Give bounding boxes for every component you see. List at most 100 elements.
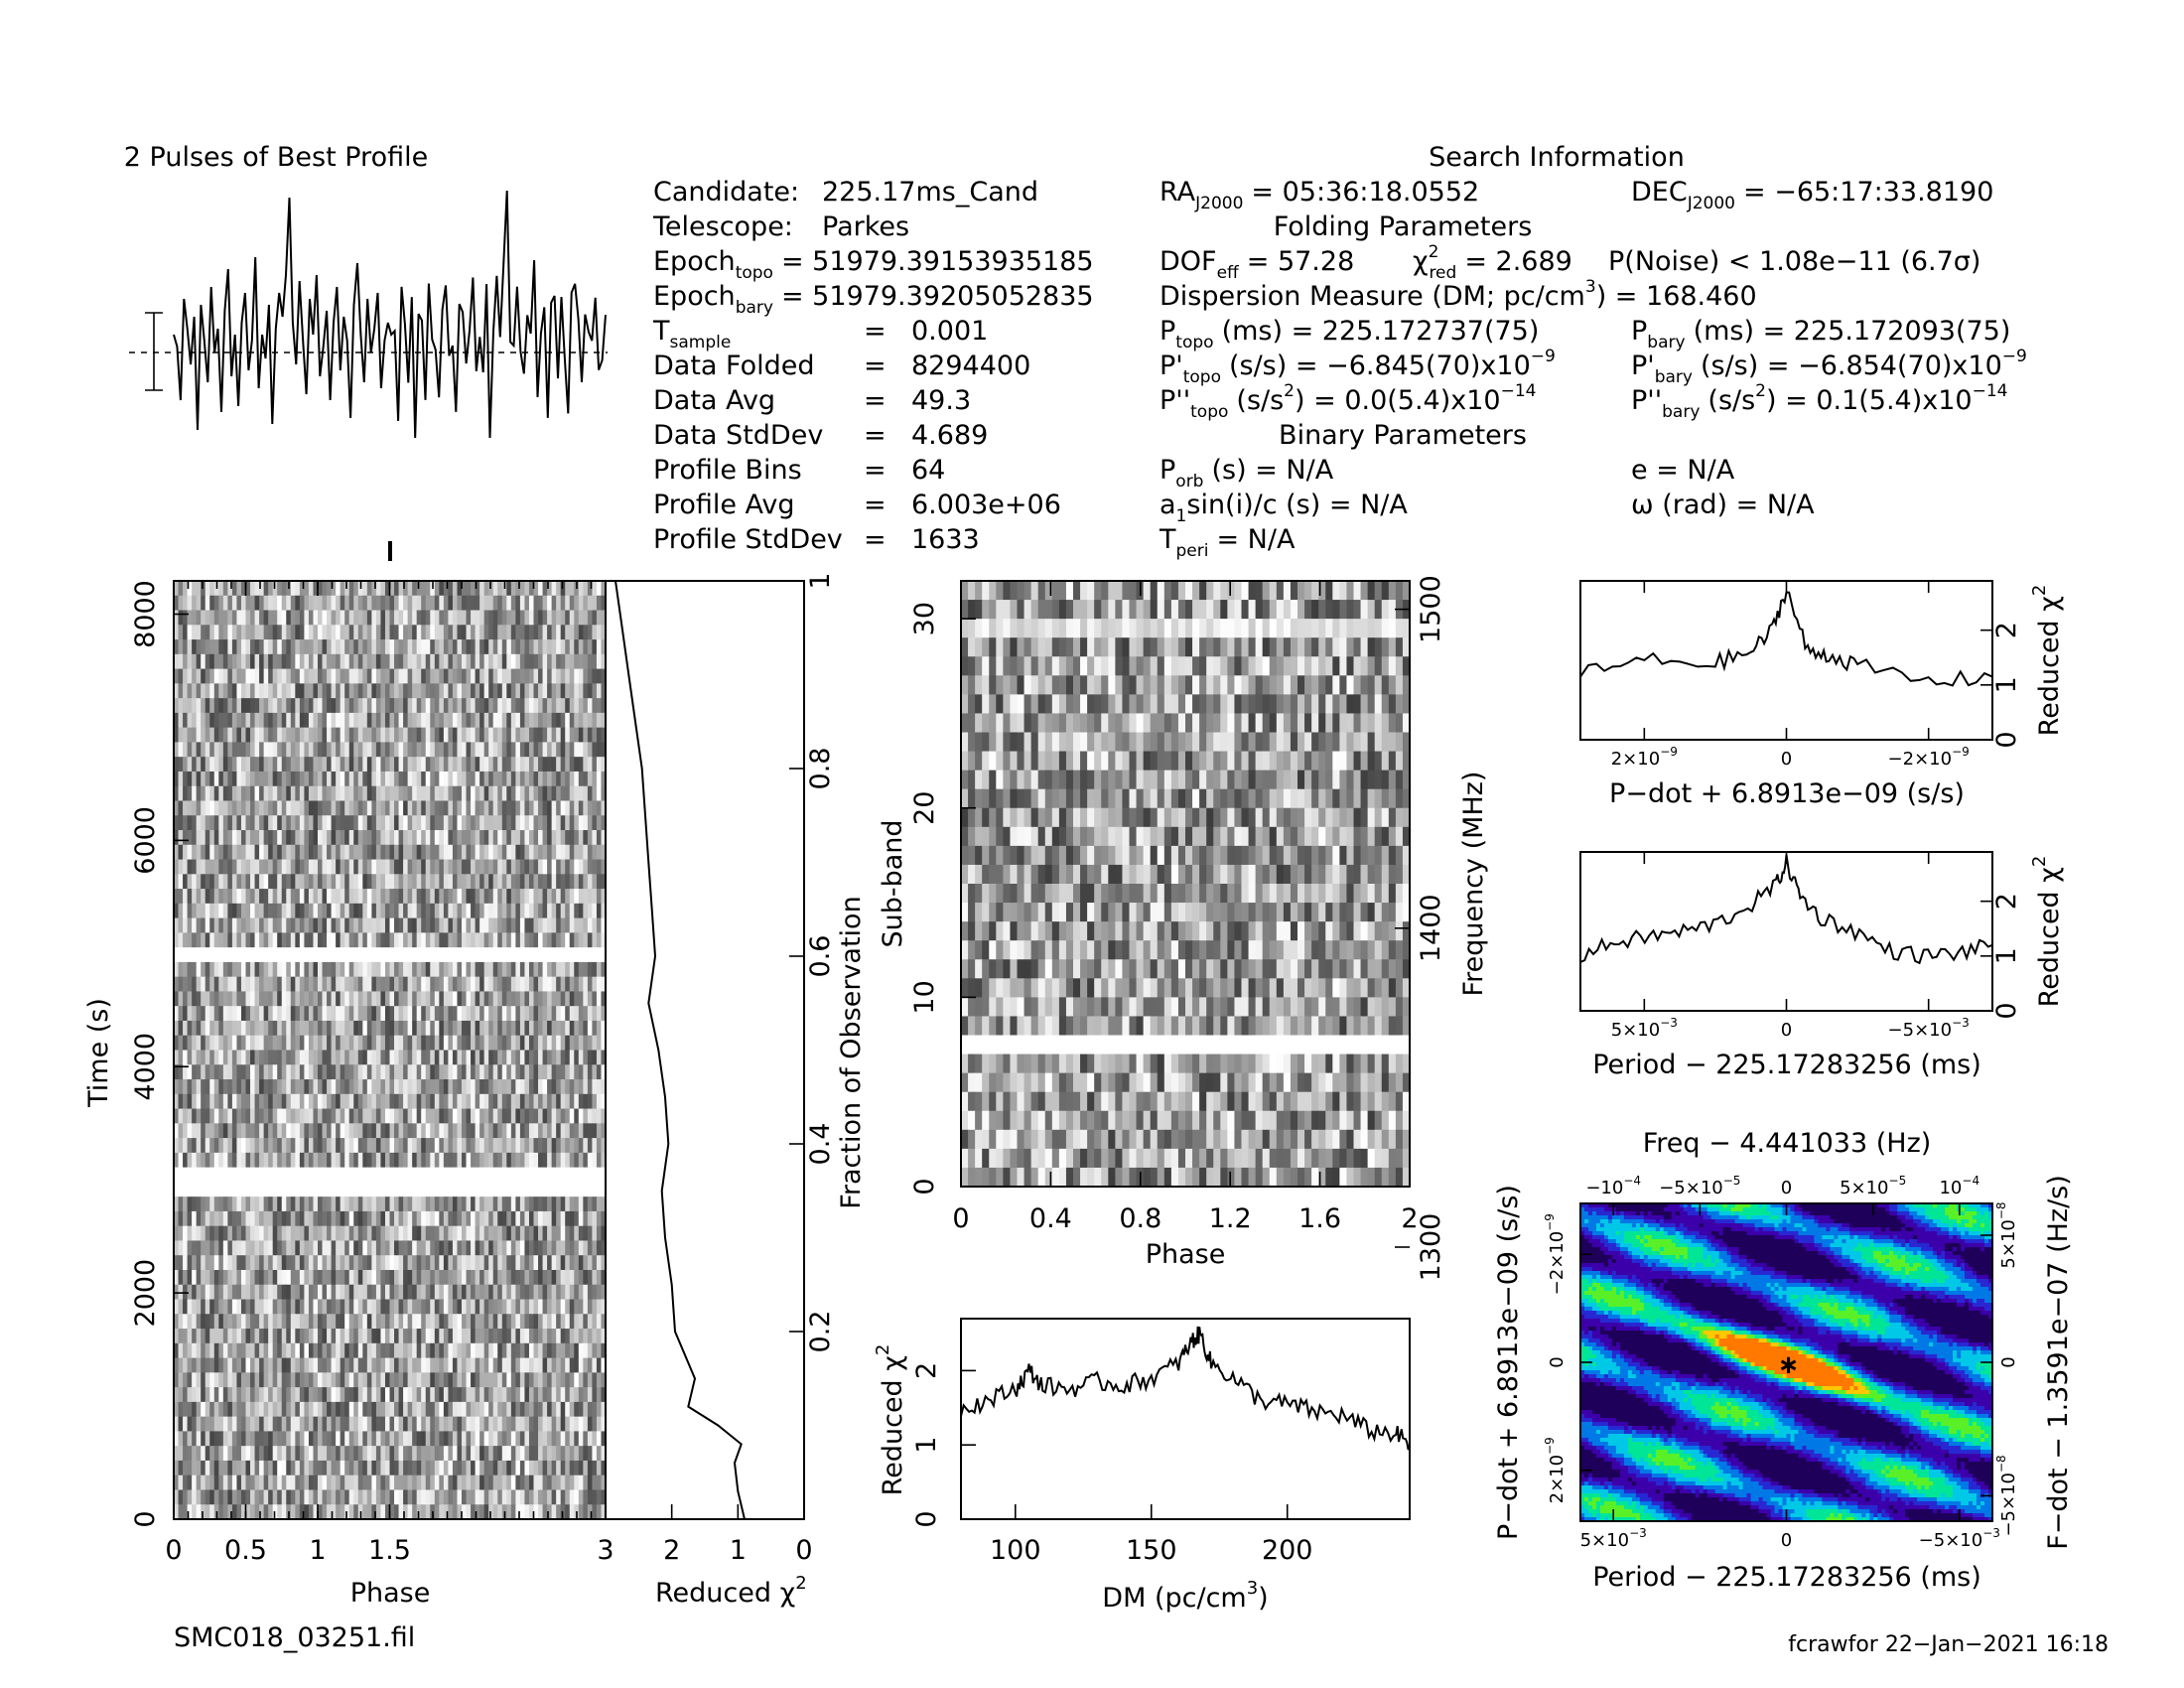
- greyscale-cell: [583, 800, 588, 815]
- greyscale-cell: [552, 977, 557, 992]
- greyscale-cell: [341, 860, 345, 875]
- greyscale-cell: [277, 713, 282, 728]
- greyscale-cell: [179, 1226, 184, 1241]
- greyscale-cell: [592, 815, 597, 830]
- greyscale-cell: [201, 757, 205, 772]
- greyscale-cell: [570, 639, 575, 654]
- greyscale-cell: [534, 669, 539, 684]
- greyscale-cell: [561, 1021, 566, 1036]
- greyscale-cell: [394, 625, 399, 639]
- greyscale-cell: [323, 757, 328, 772]
- greyscale-cell: [380, 800, 385, 815]
- greyscale-cell: [376, 1036, 381, 1051]
- greyscale-cell: [309, 1285, 314, 1300]
- greyscale-cell: [353, 713, 358, 728]
- greyscale-cell: [214, 1285, 219, 1300]
- greyscale-cell: [511, 1051, 516, 1065]
- greyscale-cell: [232, 1285, 237, 1300]
- greyscale-cell: [218, 742, 223, 757]
- greyscale-cell: [430, 830, 435, 845]
- greyscale-cell: [520, 1196, 525, 1211]
- greyscale-cell: [453, 1300, 458, 1315]
- greyscale-cell: [471, 1300, 476, 1315]
- greyscale-cell: [349, 800, 354, 815]
- greyscale-cell: [439, 1036, 444, 1051]
- greyscale-cell: [336, 669, 341, 684]
- greyscale-cell: [534, 1006, 539, 1021]
- greyscale-cell: [448, 1168, 453, 1183]
- greyscale-cell: [561, 1168, 566, 1183]
- greyscale-cell: [295, 889, 300, 904]
- greyscale-cell: [497, 683, 502, 698]
- greyscale-cell: [304, 611, 309, 626]
- greyscale-cell: [467, 1138, 472, 1153]
- greyscale-cell: [218, 1109, 223, 1124]
- greyscale-cell: [476, 639, 480, 654]
- greyscale-cell: [399, 669, 404, 684]
- greyscale-cell: [583, 1123, 588, 1138]
- greyscale-cell: [179, 786, 184, 801]
- greyscale-cell: [552, 800, 557, 815]
- greyscale-cell: [183, 815, 188, 830]
- greyscale-cell: [353, 1036, 358, 1051]
- greyscale-cell: [556, 1226, 561, 1241]
- greyscale-cell: [488, 904, 493, 918]
- greyscale-cell: [479, 815, 484, 830]
- greyscale-cell: [313, 654, 318, 669]
- greyscale-cell: [515, 1196, 520, 1211]
- greyscale-cell: [371, 728, 376, 743]
- greyscale-cell: [367, 772, 372, 786]
- greyscale-cell: [295, 1094, 300, 1109]
- greyscale-cell: [255, 904, 260, 918]
- greyscale-cell: [556, 1300, 561, 1315]
- greyscale-cell: [197, 830, 202, 845]
- greyscale-cell: [435, 1051, 440, 1065]
- greyscale-cell: [502, 1123, 507, 1138]
- greyscale-cell: [479, 1314, 484, 1329]
- greyscale-cell: [439, 581, 444, 596]
- greyscale-cell: [511, 742, 516, 757]
- greyscale-cell: [367, 1300, 372, 1315]
- greyscale-cell: [197, 1255, 202, 1270]
- greyscale-cell: [511, 611, 516, 626]
- greyscale-cell: [435, 800, 440, 815]
- greyscale-cell: [426, 1240, 431, 1255]
- greyscale-cell: [488, 786, 493, 801]
- greyscale-cell: [291, 742, 296, 757]
- greyscale-cell: [394, 1314, 399, 1329]
- greyscale-cell: [336, 1285, 341, 1300]
- greyscale-cell: [223, 625, 228, 639]
- greyscale-cell: [439, 1079, 444, 1094]
- greyscale-cell: [183, 1153, 188, 1168]
- greyscale-cell: [362, 860, 367, 875]
- greyscale-cell: [399, 918, 404, 933]
- greyscale-cell: [179, 977, 184, 992]
- greyscale-cell: [282, 800, 287, 815]
- greyscale-cell: [417, 904, 422, 918]
- greyscale-cell: [556, 772, 561, 786]
- greyscale-cell: [561, 713, 566, 728]
- greyscale-cell: [268, 625, 273, 639]
- greyscale-cell: [362, 1094, 367, 1109]
- greyscale-cell: [268, 639, 273, 654]
- greyscale-cell: [399, 713, 404, 728]
- greyscale-cell: [268, 932, 273, 947]
- greyscale-cell: [179, 1051, 184, 1065]
- greyscale-cell: [547, 1021, 552, 1036]
- greyscale-cell: [197, 947, 202, 962]
- greyscale-cell: [380, 1051, 385, 1065]
- greyscale-cell: [552, 669, 557, 684]
- greyscale-cell: [484, 1240, 489, 1255]
- greyscale-cell: [453, 1270, 458, 1285]
- greyscale-cell: [430, 977, 435, 992]
- greyscale-cell: [246, 1006, 251, 1021]
- greyscale-cell: [318, 683, 323, 698]
- greyscale-cell: [323, 800, 328, 815]
- greyscale-cell: [183, 962, 188, 977]
- greyscale-cell: [341, 713, 345, 728]
- greyscale-cell: [534, 1021, 539, 1036]
- greyscale-cell: [214, 772, 219, 786]
- greyscale-cell: [295, 1255, 300, 1270]
- greyscale-cell: [309, 1300, 314, 1315]
- greyscale-cell: [408, 698, 413, 713]
